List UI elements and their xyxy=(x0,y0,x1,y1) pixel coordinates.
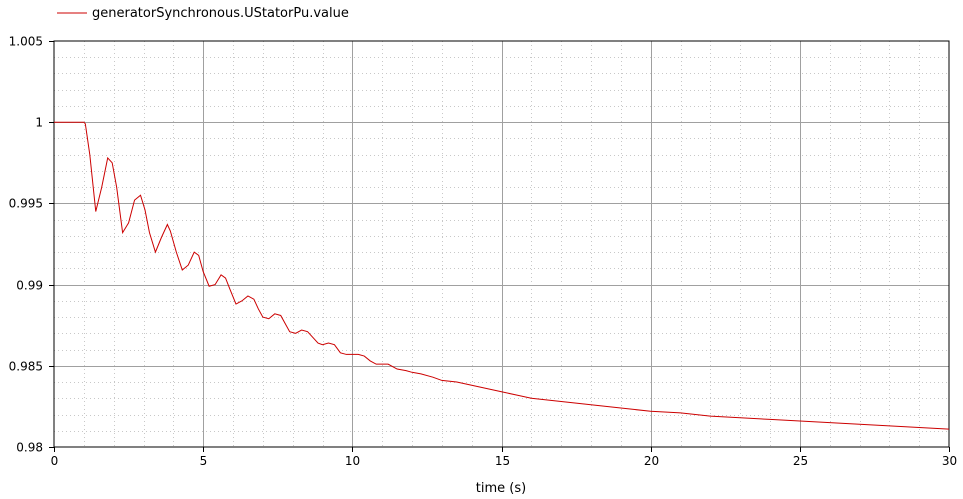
y-tick-label: 0.99 xyxy=(16,279,43,293)
x-tick-label: 15 xyxy=(495,454,510,468)
y-tick-labels: 0.98 0.985 0.99 0.995 1 1.005 xyxy=(9,35,43,455)
y-tick-label: 0.98 xyxy=(16,441,43,455)
series-line xyxy=(54,121,950,430)
y-tick-label: 1.005 xyxy=(9,35,43,49)
y-tick-label: 0.985 xyxy=(9,360,43,374)
x-tick-label: 30 xyxy=(942,454,957,468)
x-tick-label: 0 xyxy=(51,454,59,468)
legend-label: generatorSynchronous.UStatorPu.value xyxy=(92,6,349,21)
minor-gridlines xyxy=(54,41,949,447)
plot-frame xyxy=(53,40,950,448)
y-tick-label: 0.995 xyxy=(9,197,43,211)
major-gridlines xyxy=(54,41,949,447)
legend: generatorSynchronous.UStatorPu.value xyxy=(57,6,349,21)
x-tick-label: 10 xyxy=(345,454,360,468)
x-tick-label: 25 xyxy=(793,454,808,468)
y-tick-label: 1 xyxy=(35,116,43,130)
x-tick-labels: 0 5 10 15 20 25 30 xyxy=(51,454,957,468)
x-axis-title: time (s) xyxy=(476,481,526,496)
axis-ticks xyxy=(49,41,950,452)
x-tick-label: 5 xyxy=(200,454,208,468)
x-tick-label: 20 xyxy=(644,454,659,468)
